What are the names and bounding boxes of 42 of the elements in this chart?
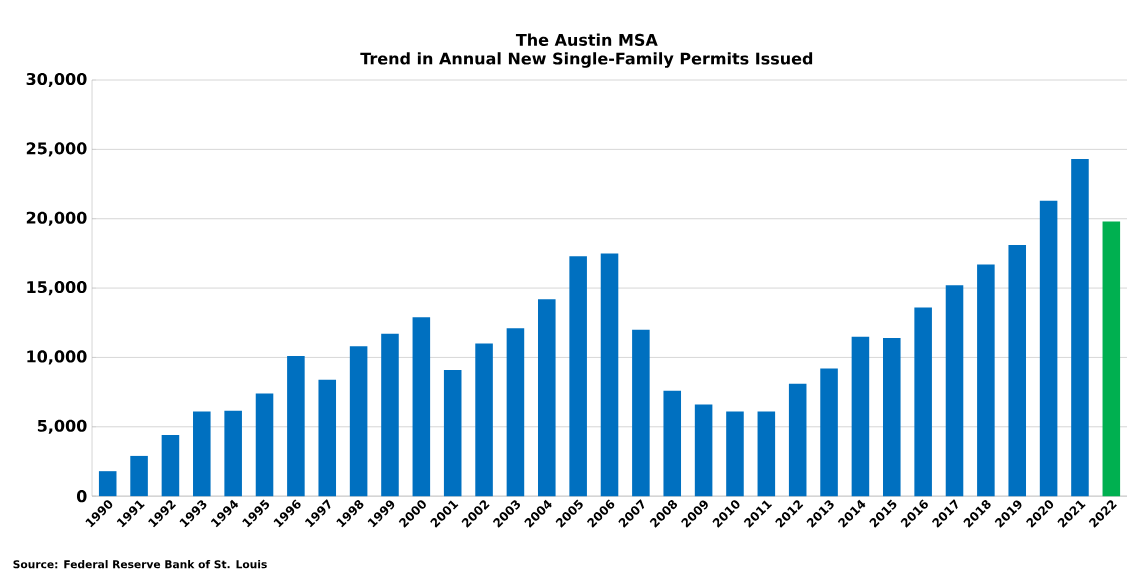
bar <box>820 368 838 497</box>
bar <box>349 346 368 497</box>
bar <box>287 356 305 497</box>
bar <box>318 379 337 497</box>
bar <box>1102 221 1121 497</box>
bar <box>506 328 525 497</box>
bar <box>381 334 399 497</box>
bar <box>851 336 870 497</box>
bar <box>1071 159 1089 497</box>
bar <box>475 343 493 497</box>
bar <box>883 338 901 497</box>
bar <box>757 411 776 497</box>
bar <box>412 317 431 497</box>
bar <box>193 411 211 497</box>
bar <box>945 285 964 497</box>
bar <box>632 329 650 497</box>
bar <box>569 256 587 497</box>
bar <box>443 370 462 497</box>
chart-title: The Austin MSA Trend in Annual New Single-Family Permits Issued <box>360 33 813 69</box>
source-note: Source: Federal Reserve Bank of St. Louis <box>13 560 267 569</box>
bar <box>788 384 807 497</box>
bar <box>538 299 556 497</box>
bar <box>98 471 117 497</box>
bar <box>726 411 744 497</box>
y-tick-label: 20,000 <box>26 211 87 227</box>
y-tick-label: 0 <box>76 490 87 503</box>
bar <box>255 393 274 497</box>
bar <box>663 390 682 497</box>
bar <box>600 253 619 497</box>
y-tick-label: 5,000 <box>37 419 87 435</box>
bar <box>694 404 713 497</box>
y-tick-label: 30,000 <box>26 73 87 88</box>
bar <box>161 435 180 497</box>
bar <box>1008 245 1027 497</box>
y-tick-label: 15,000 <box>27 281 87 296</box>
bar <box>914 307 932 497</box>
bar <box>224 411 242 497</box>
bar <box>1039 200 1058 497</box>
bar <box>977 264 995 497</box>
bar <box>130 456 148 497</box>
y-tick-label: 25,000 <box>26 142 87 157</box>
y-tick-label: 10,000 <box>27 350 87 365</box>
